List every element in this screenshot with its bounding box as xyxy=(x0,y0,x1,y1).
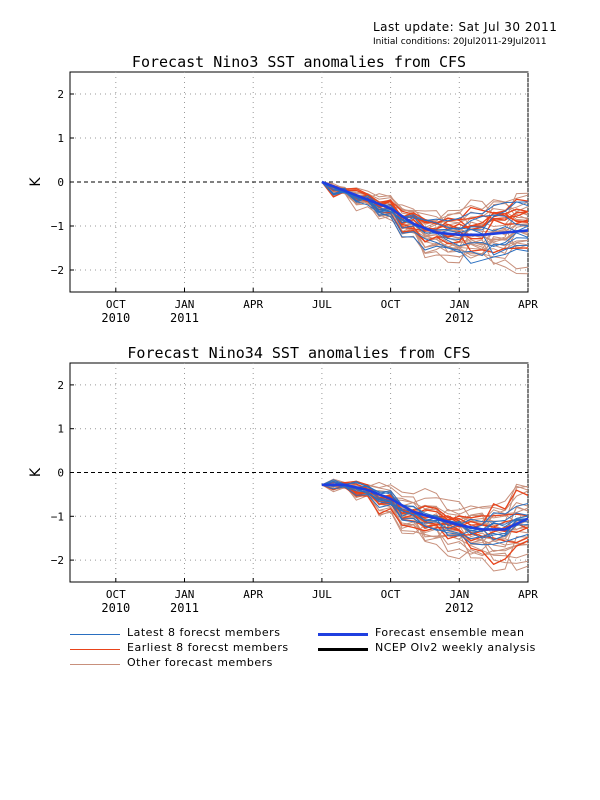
legend-label-earliest: Earliest 8 forecst members xyxy=(127,641,289,654)
legend-label-analysis: NCEP OIv2 weekly analysis xyxy=(375,641,536,654)
member-line-latest xyxy=(321,181,528,256)
x-tick-label: JUL xyxy=(312,588,332,601)
y-tick-label: 0 xyxy=(57,176,64,189)
y-tick-label: 2 xyxy=(57,88,64,101)
last-update-text: Last update: Sat Jul 30 2011 xyxy=(373,20,558,34)
y-tick-label: 2 xyxy=(57,379,64,392)
x-tick-label: JUL xyxy=(312,298,332,311)
x-tick-label: OCT xyxy=(381,298,401,311)
x-tick-label: APR xyxy=(518,298,538,311)
member-line-other xyxy=(321,181,528,275)
y-tick-label: 1 xyxy=(57,423,64,436)
member-line-earliest xyxy=(321,484,528,542)
x-tick-label: JAN xyxy=(449,298,469,311)
y-tick-label: −1 xyxy=(51,510,64,523)
y-tick-label: −2 xyxy=(51,554,64,567)
legend-swatch-analysis xyxy=(318,648,368,651)
x-tick-label: APR xyxy=(243,588,263,601)
chart-panel-1: Forecast Nino3 SST anomalies from CFS −2 −… xyxy=(28,53,538,325)
legend-swatch-other xyxy=(70,664,120,665)
ensemble-mean-line xyxy=(321,483,529,531)
chart-title: Forecast Nino34 SST anomalies from CFS xyxy=(127,344,470,362)
x-tick-label: JAN xyxy=(449,588,469,601)
member-line-earliest xyxy=(321,482,528,522)
member-line-earliest xyxy=(321,483,528,528)
legend-swatch-mean xyxy=(318,633,368,636)
chart-panel-2: Forecast Nino34 SST anomalies from CFS −2… xyxy=(28,344,538,615)
y-tick-label: 0 xyxy=(57,467,64,480)
member-line-other xyxy=(321,181,528,241)
y-tick-label: −1 xyxy=(51,220,64,233)
member-line-other xyxy=(321,480,528,559)
legend-swatch-latest xyxy=(70,634,120,635)
x-tick-label: OCT xyxy=(106,588,126,601)
legend-label-mean: Forecast ensemble mean xyxy=(375,626,525,639)
x-tick-label: OCT xyxy=(381,588,401,601)
x-tick-label: JAN xyxy=(175,588,195,601)
member-line-latest xyxy=(321,479,528,530)
initial-conditions-text: Initial conditions: 20Jul2011-29Jul2011 xyxy=(373,37,547,47)
chart-title: Forecast Nino3 SST anomalies from CFS xyxy=(132,53,466,71)
x-year-label: 2012 xyxy=(445,601,474,615)
ensemble-mean-line xyxy=(321,180,529,237)
member-line-other xyxy=(321,181,528,255)
y-tick-label: 1 xyxy=(57,132,64,145)
y-axis-label: K xyxy=(28,467,44,477)
x-year-label: 2011 xyxy=(170,601,199,615)
x-tick-label: APR xyxy=(243,298,263,311)
member-line-other xyxy=(321,482,528,546)
x-tick-label: APR xyxy=(518,588,538,601)
y-tick-label: −2 xyxy=(51,264,64,277)
legend-swatch-earliest xyxy=(70,649,120,650)
y-axis-label: K xyxy=(28,177,44,187)
x-tick-label: JAN xyxy=(175,298,195,311)
member-line-latest xyxy=(321,181,528,264)
x-year-label: 2010 xyxy=(101,311,130,325)
x-year-label: 2012 xyxy=(445,311,474,325)
legend-label-other: Other forecast members xyxy=(127,656,273,669)
x-year-label: 2010 xyxy=(101,601,130,615)
legend-label-latest: Latest 8 forecst members xyxy=(127,626,281,639)
x-tick-label: OCT xyxy=(106,298,126,311)
x-year-label: 2011 xyxy=(170,311,199,325)
member-line-latest xyxy=(321,483,528,546)
